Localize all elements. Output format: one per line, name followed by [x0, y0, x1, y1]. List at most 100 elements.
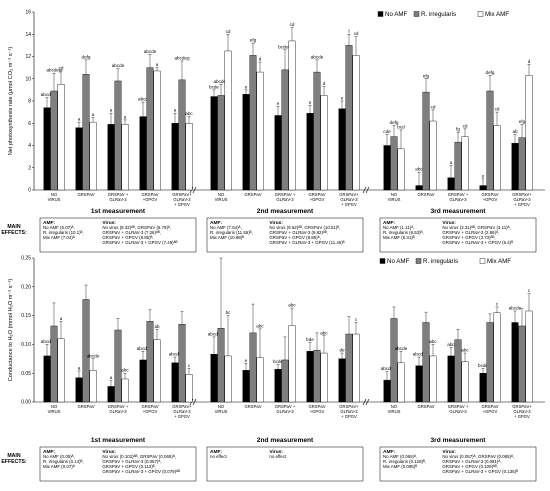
effects-amf-line: Mix AMF (0.095)ᴮ — [383, 464, 417, 469]
bar-r-irregularis — [249, 55, 257, 191]
bar-mix-amf — [224, 50, 232, 191]
significance-label: e — [309, 100, 312, 105]
axis-break — [362, 398, 367, 406]
category-label: GRSPaV+ — [512, 404, 532, 409]
bar-mix-amf — [288, 40, 296, 191]
effects-virus-line: GRSPaV + GLRaV-3 (2.86)ᴬ, — [442, 230, 499, 235]
y-tick-label: 10 — [25, 76, 31, 82]
significance-label: abc — [121, 368, 129, 373]
bar-no-amf — [43, 355, 51, 403]
bar-r-irregularis — [178, 79, 186, 191]
category-label: GRSPaV + — [275, 192, 296, 197]
y-axis-label: Conductance to H₂O (mmol H₂O m⁻² s⁻¹) — [8, 279, 14, 382]
measurement-title: 3rd measurement — [431, 437, 487, 444]
bar-r-irregularis — [313, 349, 321, 403]
effects-virus-line: No virus (0.102)ᴬᴮ, GRSPaV (0.065)ᴬ, — [102, 454, 176, 459]
significance-label: a — [156, 62, 159, 67]
bar-mix-amf — [397, 362, 405, 403]
significance-label: abc — [185, 111, 193, 116]
significance-label: abcde — [41, 92, 54, 97]
significance-label: efg — [250, 38, 257, 43]
significance-label: abcde — [112, 63, 125, 68]
main-effects-label: EFFECTS: — [1, 230, 27, 236]
category-label: NO — [51, 192, 58, 197]
significance-label: abcdeg — [174, 55, 190, 60]
bar-r-irregularis — [390, 318, 398, 403]
bar-no-amf — [107, 124, 115, 191]
category-label: +GPGV — [483, 197, 498, 202]
category-label: GLRaV-3 — [276, 409, 294, 414]
y-tick-label: 2 — [28, 165, 31, 171]
axis-break — [192, 186, 197, 194]
measurement-title: 2nd measurement — [257, 208, 314, 215]
effects-virus-line: GRSPaV + GLRaV-3 (0.081)ᴬ, — [442, 459, 501, 464]
significance-label: abcde — [208, 331, 221, 336]
effects-amf-line: No AMF (7.54)ᴬ, — [210, 225, 242, 230]
bar-mix-amf — [352, 333, 360, 403]
bar-r-irregularis — [454, 339, 462, 403]
bar-no-amf — [171, 362, 179, 403]
effects-amf-line: No AMF (0.065)ᴬ, — [383, 454, 417, 459]
significance-label: f — [348, 29, 350, 34]
effects-amf-title: AMF: — [383, 449, 395, 455]
bar-r-irregularis — [146, 67, 154, 191]
category-label: VIRUS — [48, 409, 61, 414]
category-label: GLRaV-3 — [276, 197, 294, 202]
category-label: GRSPaV — [309, 192, 326, 197]
bar-mix-amf — [153, 70, 161, 191]
bar-mix-amf — [288, 325, 296, 403]
bar-r-irregularis — [486, 90, 494, 191]
bar-no-amf — [415, 185, 423, 191]
y-tick-label: 0.05 — [21, 371, 31, 377]
effects-amf-line: no effect — [210, 454, 228, 459]
significance-label: cd — [59, 65, 64, 70]
significance-label: abcde — [381, 366, 394, 371]
effects-virus-line: GRSPaV + GPGV (3.73)ᴬᴮ, — [442, 235, 495, 240]
category-label: GRSPaV + — [448, 192, 469, 197]
category-label: + GPGV — [341, 414, 357, 419]
bar-no-amf — [274, 115, 282, 191]
effects-virus-line: GRSPaV + GLRaV-3 + GPGV (7.49)ᴬᴮ — [102, 240, 177, 245]
bar-mix-amf — [57, 338, 65, 403]
bar-mix-amf — [461, 136, 469, 191]
significance-label: bde — [306, 337, 314, 342]
bar-r-irregularis — [422, 91, 430, 191]
bar-r-irregularis — [114, 329, 122, 403]
category-label: + GPGV — [514, 202, 530, 207]
effects-virus-line: GRSPaV + GLRaV-3 (7.26)ᴬᴮ, — [102, 230, 161, 235]
category-label: GLRaV-3 — [449, 409, 467, 414]
bar-r-irregularis — [249, 332, 257, 403]
category-label: NO — [51, 404, 58, 409]
effects-virus-line: GRSPaV + GLRaV-3 + GPGV (0.135)ᴮ — [442, 469, 518, 474]
effects-box — [379, 446, 537, 482]
significance-label: abc — [447, 342, 455, 347]
effects-box — [206, 217, 364, 253]
bar-no-amf — [511, 322, 519, 403]
category-label: NO — [218, 192, 225, 197]
significance-label: abcde — [413, 352, 426, 357]
bar-no-amf — [383, 379, 391, 403]
legend-label: R. irregularis — [421, 11, 456, 18]
category-label: GRSPaV — [78, 404, 95, 409]
y-tick-label: 8 — [28, 99, 31, 105]
effects-virus-line: No virus (8.32)ᴬᴮ, GRSPaV (6.79)ᴬ, — [102, 225, 171, 230]
significance-label: c — [528, 288, 531, 293]
bar-r-irregularis — [82, 74, 90, 191]
significance-label: e — [277, 101, 280, 106]
effects-amf-line: No AMF (0.05)ᴬ, — [43, 454, 75, 459]
significance-label: c — [496, 301, 499, 306]
bar-no-amf — [171, 123, 179, 191]
significance-label: a — [110, 108, 113, 113]
bar-mix-amf — [397, 148, 405, 191]
significance-label: a — [60, 316, 63, 321]
category-label: GRSPaV+ — [172, 404, 192, 409]
category-label: NO — [391, 404, 398, 409]
effects-virus-line: GRSPaV + GPGV (0.113)ᴮ, — [102, 464, 155, 469]
effects-virus-line: GRSPaV + GPGV (0.109)ᴬᴮ, — [442, 464, 498, 469]
bar-r-irregularis — [217, 95, 225, 191]
bar-no-amf — [242, 370, 250, 403]
bar-mix-amf — [320, 95, 328, 191]
axis-break — [192, 398, 197, 406]
category-label: GRSPaV+ — [339, 404, 359, 409]
